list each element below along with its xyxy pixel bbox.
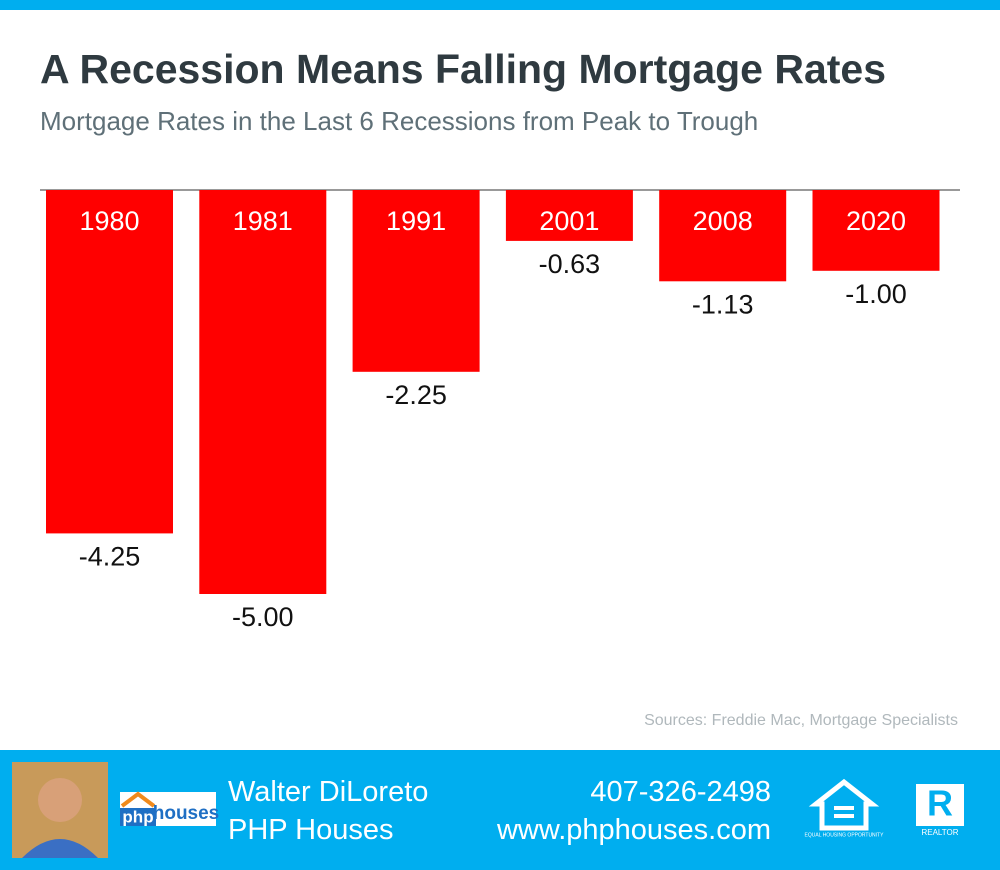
- equal-housing-bar: [834, 814, 854, 818]
- phone: 407-326-2498: [590, 776, 771, 808]
- chart-subtitle: Mortgage Rates in the Last 6 Recessions …: [40, 106, 758, 136]
- category-label: 2020: [846, 206, 906, 236]
- equal-housing-bar: [834, 806, 854, 810]
- bar: [505, 190, 633, 241]
- photo-face: [38, 778, 82, 822]
- realtor-box: [916, 784, 964, 826]
- bar: [46, 190, 173, 534]
- photo-shirt: [22, 839, 98, 858]
- agent-name: Walter DiLoreto: [228, 776, 429, 808]
- value-label: -1.00: [845, 279, 907, 309]
- bar: [812, 190, 940, 271]
- logo-houses: houses: [153, 803, 220, 824]
- value-label: -2.25: [385, 380, 447, 410]
- value-label: -1.13: [692, 289, 754, 319]
- website: www.phphouses.com: [496, 814, 771, 846]
- category-label: 2008: [693, 206, 753, 236]
- value-label: -4.25: [79, 542, 141, 572]
- chart-title: A Recession Means Falling Mortgage Rates: [40, 46, 886, 92]
- company: PHP Houses: [228, 814, 394, 846]
- bar: [659, 190, 787, 282]
- category-label: 1980: [79, 206, 139, 236]
- realtor-text: REALTOR: [921, 828, 958, 837]
- footer: php houses EQUAL HOUSING OPPORTUNITY R R…: [0, 750, 1000, 870]
- logo-roof: [120, 791, 156, 808]
- bar: [352, 190, 480, 372]
- source: Sources: Freddie Mac, Mortgage Specialis…: [644, 712, 958, 729]
- value-label: -0.63: [539, 249, 601, 279]
- equal-housing-text: EQUAL HOUSING OPPORTUNITY: [805, 832, 885, 838]
- bar: [199, 190, 327, 594]
- top-bar: [0, 0, 1000, 10]
- chart: A Recession Means Falling Mortgage Rates…: [40, 46, 960, 729]
- category-label: 1981: [233, 206, 293, 236]
- value-label: -5.00: [232, 602, 294, 632]
- category-label: 1991: [386, 206, 446, 236]
- logo-php: php: [122, 807, 153, 826]
- realtor-r: R: [927, 783, 953, 824]
- logo-php-bg: [120, 808, 156, 826]
- category-label: 2001: [539, 206, 599, 236]
- equal-housing-icon: [808, 778, 880, 831]
- footer-graphics: php houses EQUAL HOUSING OPPORTUNITY R R…: [12, 762, 964, 858]
